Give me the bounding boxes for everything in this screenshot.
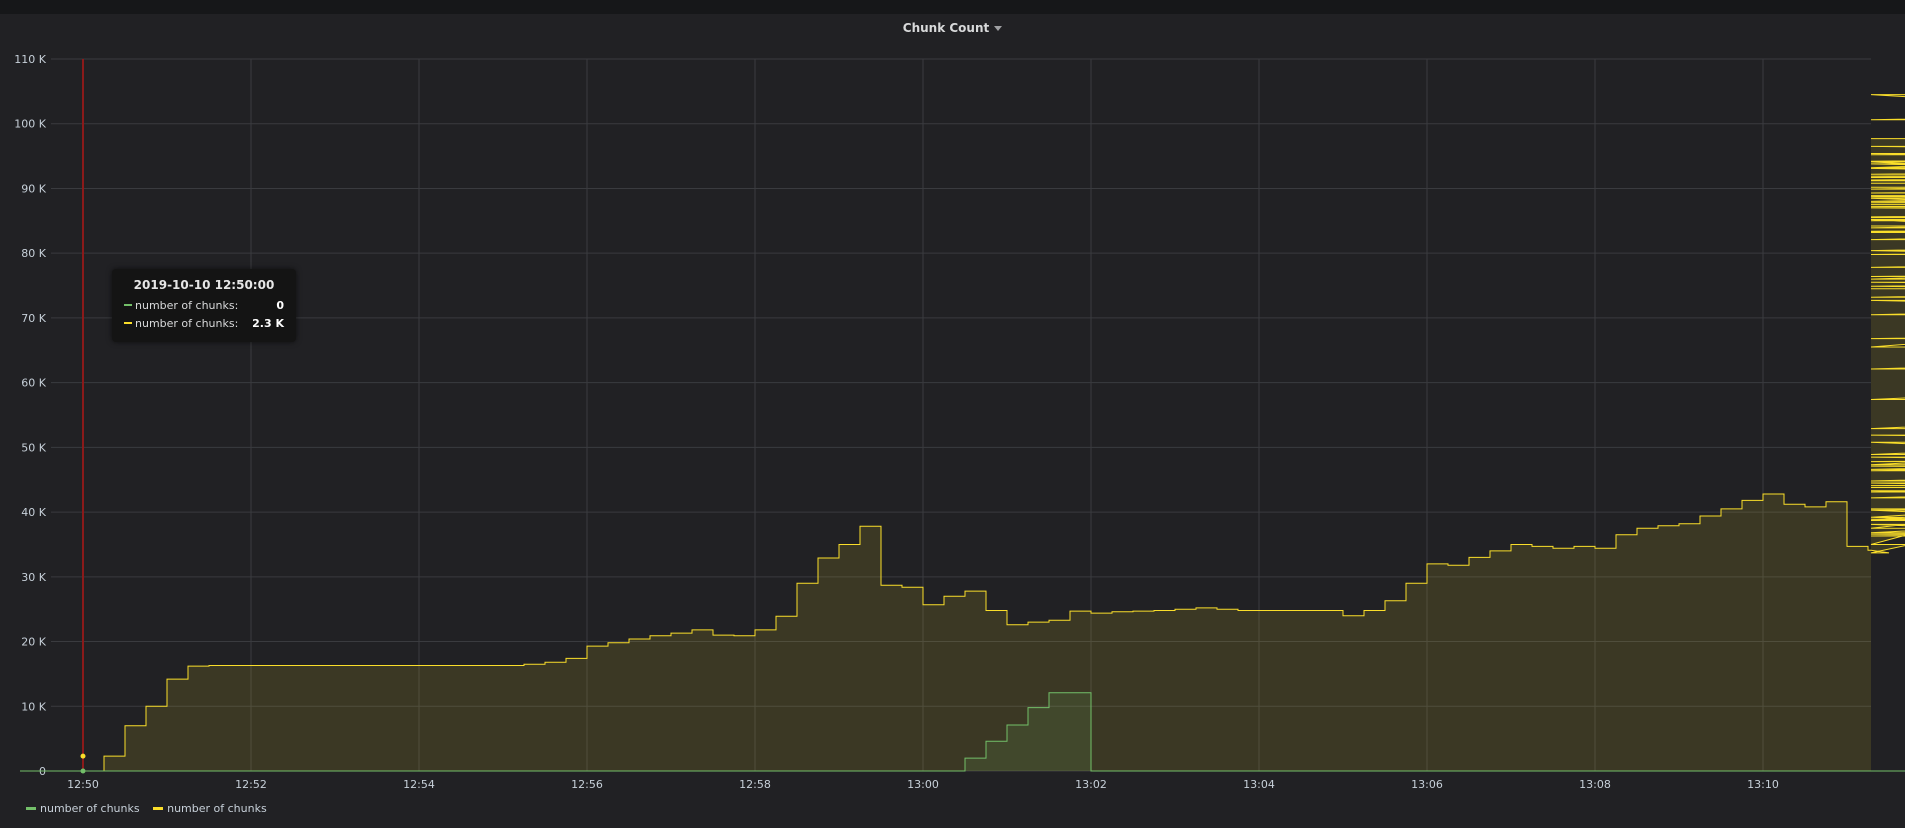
y-tick-label: 10 K [21,700,46,713]
x-tick-label: 13:02 [1075,778,1107,791]
y-tick-label: 30 K [21,571,46,584]
x-tick-label: 13:10 [1747,778,1779,791]
graph-panel [0,14,1905,828]
y-tick-label: 40 K [21,506,46,519]
hover-cursor [80,59,86,774]
legend-item[interactable]: number of chunks [153,800,267,818]
chart-legend: number of chunks number of chunks [26,800,277,818]
tooltip-value: 0 [276,299,284,312]
hover-point [80,768,86,774]
panel-title-text: Chunk Count [902,21,990,35]
y-tick-label: 100 K [14,118,46,131]
y-tick-label: 60 K [21,377,46,390]
x-tick-label: 13:04 [1243,778,1275,791]
series-swatch [26,806,36,810]
y-tick-label: 50 K [21,441,46,454]
chart-series [20,94,1905,772]
tooltip-row: number of chunks: 0 [124,298,284,314]
legend-label: number of chunks [40,802,140,815]
x-tick-label: 12:58 [739,778,771,791]
x-tick-label: 12:56 [571,778,603,791]
legend-label: number of chunks [167,802,267,815]
legend-item[interactable]: number of chunks [26,800,140,818]
x-tick-label: 13:00 [907,778,939,791]
y-tick-label: 90 K [21,182,46,195]
y-tick-label: 110 K [14,53,46,66]
series-line [20,692,1905,772]
x-tick-label: 12:50 [67,778,99,791]
series-swatch [124,322,132,324]
series-swatch [153,806,164,810]
chevron-down-icon [994,26,1003,31]
series-line [20,94,1905,772]
hover-tooltip: 2019-10-10 12:50:00 number of chunks: 0 … [112,269,296,342]
tooltip-label: number of chunks: [135,299,239,312]
tooltip-row: number of chunks: 2.3 K [124,316,284,332]
y-axis: 010 K20 K30 K40 K50 K60 K70 K80 K90 K100… [14,53,46,778]
x-tick-label: 12:54 [403,778,435,791]
tooltip-time: 2019-10-10 12:50:00 [133,278,275,292]
series-swatch [124,304,132,306]
x-tick-label: 13:08 [1579,778,1611,791]
y-tick-label: 80 K [21,247,46,260]
tooltip-value: 2.3 K [252,317,284,330]
x-tick-label: 12:52 [235,778,267,791]
series-area [20,94,1905,771]
y-tick-label: 20 K [21,636,46,649]
hover-point [80,753,86,759]
y-tick-label: 70 K [21,312,46,325]
panel-title-menu[interactable]: Chunk Count [0,14,1905,42]
x-tick-label: 13:06 [1411,778,1443,791]
x-axis: 12:50 12:52 12:54 12:56 12:58 13:00 13:02 13:04… [67,778,1779,791]
tooltip-label: number of chunks: [135,317,239,330]
